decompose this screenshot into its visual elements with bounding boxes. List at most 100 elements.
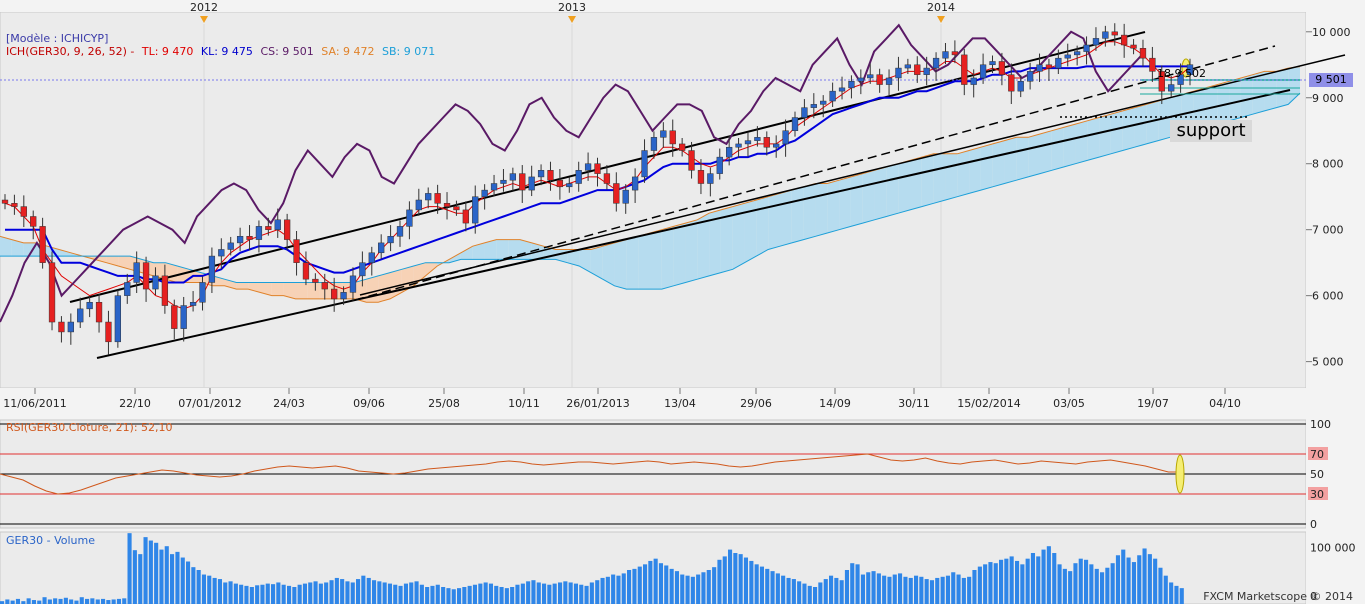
cloud-segment	[413, 262, 426, 286]
date-tick-label: 25/08	[428, 397, 460, 410]
volume-bar	[164, 546, 169, 604]
candle-body	[1111, 31, 1118, 36]
rsi-tick-label: 50	[1310, 468, 1324, 481]
cloud-segment	[732, 203, 745, 270]
candle-body	[218, 249, 225, 257]
candle-body	[472, 196, 479, 224]
volume-bar	[802, 583, 807, 604]
volume-bar	[159, 549, 164, 604]
candle-body	[726, 146, 733, 158]
cloud-segment	[969, 147, 981, 194]
cloud-segment	[839, 176, 851, 230]
date-tick-label: 04/10	[1209, 397, 1241, 410]
volume-bar	[382, 582, 387, 604]
candle-body	[443, 203, 451, 207]
cloud-segment	[638, 232, 650, 290]
volume-bar	[504, 588, 509, 604]
candle-body	[951, 51, 959, 56]
top-axis-bg	[0, 0, 1365, 12]
volume-bar	[680, 574, 685, 604]
volume-bar	[807, 585, 812, 604]
volume-bar	[643, 564, 648, 604]
cloud-segment	[650, 229, 662, 290]
volume-bar	[908, 577, 913, 604]
cloud-segment	[850, 173, 863, 227]
volume-bar	[674, 571, 680, 604]
candle-body	[641, 150, 648, 178]
volume-bar	[882, 575, 887, 604]
volume-bar	[223, 582, 228, 604]
volume-bar	[1100, 572, 1105, 604]
candle-body	[998, 61, 1006, 75]
candlesticks	[1, 23, 1194, 355]
volume-bar	[356, 579, 361, 604]
volume-bar	[738, 554, 743, 604]
volume-bar	[940, 576, 945, 604]
candle-body	[368, 252, 375, 263]
cloud-segment	[957, 150, 970, 197]
candle-body	[773, 143, 780, 148]
volume-bar	[542, 583, 547, 604]
cloud-segment	[780, 190, 792, 247]
candle-body	[359, 262, 366, 277]
price-tick-label: 7 000	[1312, 224, 1344, 237]
volume-bar	[217, 579, 223, 604]
volume-bar	[478, 583, 483, 604]
candle-body	[1064, 54, 1071, 59]
cloud-segment	[236, 282, 249, 290]
candle-body	[876, 74, 883, 85]
legend-sa: SA: 9 472	[321, 45, 375, 58]
cloud-segment	[0, 236, 12, 257]
candle-body	[48, 262, 56, 323]
candle-body	[763, 137, 770, 148]
candle-body	[970, 77, 977, 85]
volume-bar	[451, 589, 456, 604]
volume-bar	[1015, 560, 1020, 604]
candle-body	[857, 77, 864, 82]
volume-bar	[414, 581, 419, 604]
date-tick-label: 30/11	[898, 397, 930, 410]
candle-body	[584, 163, 592, 171]
volume-bar	[340, 579, 345, 604]
candle-body	[114, 295, 121, 343]
cloud-segment	[768, 193, 780, 250]
cloud-segment	[1146, 101, 1159, 144]
candle-body	[989, 61, 996, 66]
rsi-tick-label: 70	[1310, 448, 1324, 461]
channel-dashed	[354, 45, 1276, 301]
cloud-segment	[59, 249, 71, 257]
price-panel-bg	[0, 11, 1307, 389]
candle-body	[1158, 71, 1165, 92]
candle-body	[20, 206, 27, 217]
candle-body	[39, 226, 46, 263]
volume-bar	[1110, 563, 1115, 604]
candle-body	[1139, 48, 1147, 59]
date-tick-label: 26/01/2013	[566, 397, 629, 410]
volume-bar	[813, 587, 818, 604]
cloud-segment	[1004, 137, 1017, 184]
date-tick-label: 15/02/2014	[957, 397, 1020, 410]
volume-bar	[1163, 575, 1168, 604]
volume-bar	[536, 582, 541, 604]
candle-body	[669, 130, 676, 145]
volume-bar	[728, 549, 733, 604]
cloud-segment	[1099, 114, 1111, 158]
date-tick-label: 13/04	[664, 397, 696, 410]
volume-bar	[488, 583, 494, 604]
volume-bar	[568, 582, 573, 604]
chikou-line	[0, 23, 1146, 323]
senkou-b-line	[0, 92, 1301, 290]
volume-bar	[260, 584, 265, 604]
candle-body	[1177, 74, 1184, 85]
volume-bar	[526, 581, 531, 604]
volume-bar	[924, 579, 929, 604]
candle-body	[1121, 34, 1128, 46]
year-marker-arrow	[568, 16, 576, 23]
cloud-segment	[697, 213, 710, 280]
candle-body	[30, 216, 37, 227]
volume-bar	[196, 570, 201, 604]
watermark: FXCM Marketscope © 2014	[1203, 590, 1353, 603]
cloud-segment	[685, 219, 698, 283]
candle-body	[396, 226, 404, 237]
cloud-segment	[567, 249, 580, 266]
